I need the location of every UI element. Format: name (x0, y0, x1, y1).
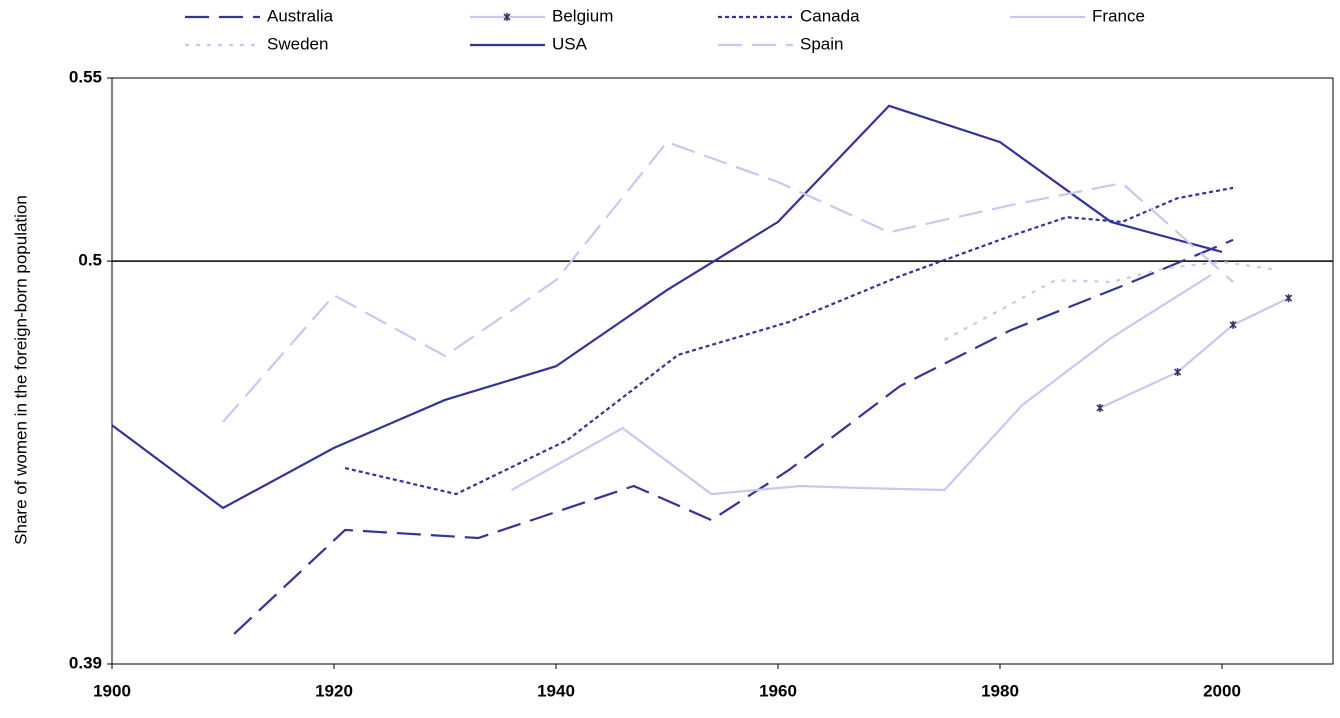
y-axis-label: Share of women in the foreign-born popul… (11, 195, 30, 545)
legend-label: France (1092, 6, 1145, 25)
legend-marker (503, 13, 511, 21)
legend-label: Canada (800, 6, 860, 25)
y-tick-label: 0.39 (69, 653, 102, 672)
legend-label: USA (552, 34, 588, 53)
y-tick-label: 0.5 (78, 251, 102, 270)
x-tick-label: 2000 (1203, 681, 1241, 700)
legend-label: Spain (800, 34, 843, 53)
plot-area (111, 77, 1334, 665)
data-point (1229, 320, 1237, 329)
x-tick-label: 1960 (759, 681, 797, 700)
series-line (511, 274, 1212, 496)
x-tick-label: 1900 (93, 681, 131, 700)
legend-label: Belgium (552, 6, 613, 25)
series-line (233, 238, 1234, 635)
x-tick-label: 1980 (981, 681, 1019, 700)
y-tick-label: 0.55 (69, 67, 102, 86)
series-line (111, 104, 1223, 510)
series-line (222, 140, 1234, 423)
series-line (344, 186, 1234, 496)
x-tick-label: 1920 (315, 681, 353, 700)
legend-label: Sweden (267, 34, 328, 53)
data-point (1174, 368, 1182, 377)
series-line (1099, 297, 1290, 409)
legend-label: Australia (267, 6, 334, 25)
data-point (1096, 403, 1104, 412)
data-point (1285, 294, 1293, 303)
x-tick-label: 1940 (537, 681, 575, 700)
series-line (943, 260, 1278, 341)
